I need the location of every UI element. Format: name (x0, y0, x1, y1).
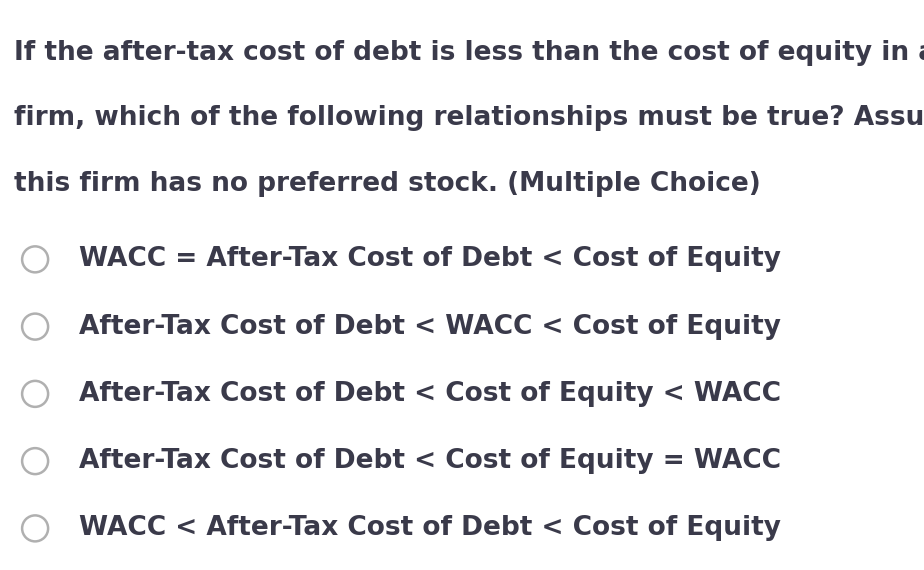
Text: If the after-tax cost of debt is less than the cost of equity in a: If the after-tax cost of debt is less th… (14, 40, 924, 66)
Text: After-Tax Cost of Debt < WACC < Cost of Equity: After-Tax Cost of Debt < WACC < Cost of … (79, 314, 781, 340)
Text: firm, which of the following relationships must be true? Assume: firm, which of the following relationshi… (14, 105, 924, 132)
Text: WACC < After-Tax Cost of Debt < Cost of Equity: WACC < After-Tax Cost of Debt < Cost of … (79, 515, 781, 541)
Text: this firm has no preferred stock. (Multiple Choice): this firm has no preferred stock. (Multi… (14, 171, 760, 197)
Text: After-Tax Cost of Debt < Cost of Equity < WACC: After-Tax Cost of Debt < Cost of Equity … (79, 381, 781, 407)
Text: After-Tax Cost of Debt < Cost of Equity = WACC: After-Tax Cost of Debt < Cost of Equity … (79, 448, 781, 474)
Text: WACC = After-Tax Cost of Debt < Cost of Equity: WACC = After-Tax Cost of Debt < Cost of … (79, 246, 781, 272)
